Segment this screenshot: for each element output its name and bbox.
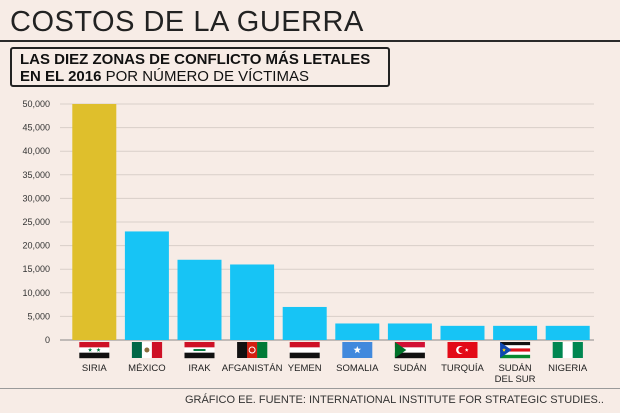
- y-tick-label: 15,000: [22, 264, 50, 274]
- subtitle-year: EN EL 2016: [20, 68, 102, 85]
- x-tick-label: SUDÁN: [393, 363, 426, 374]
- x-tick-label: SIRIA: [82, 363, 107, 374]
- y-tick-label: 35,000: [22, 170, 50, 180]
- south-sudan-flag-icon: [500, 342, 531, 359]
- y-tick-label: 5,000: [27, 311, 50, 321]
- x-tick-label: MÉXICO: [128, 363, 165, 374]
- mexico-flag-icon: [131, 342, 163, 358]
- afghanistan-flag-icon: [237, 342, 268, 358]
- bar-1: [72, 104, 117, 340]
- sudan-flag-icon: [394, 342, 425, 359]
- bar-8: [440, 325, 485, 340]
- y-tick-label: 50,000: [22, 99, 50, 109]
- subtitle-rest: POR NÚMERO DE VÍCTIMAS: [101, 68, 309, 85]
- yemen-flag-icon: [289, 342, 320, 359]
- y-tick-label: 30,000: [22, 193, 50, 203]
- footer-divider: [0, 388, 620, 389]
- syria-flag-icon: [79, 342, 110, 359]
- bar-9: [493, 325, 538, 340]
- bar-4: [230, 264, 275, 340]
- turkey-flag-icon: [447, 342, 478, 358]
- x-tick-label: AFGANISTÁN: [222, 363, 283, 374]
- bar-5: [282, 306, 327, 340]
- subtitle-box: LAS DIEZ ZONAS DE CONFLICTO MÁS LETALES …: [10, 47, 390, 87]
- title-divider: [0, 40, 620, 42]
- y-tick-label: 0: [45, 335, 50, 345]
- y-tick-label: 45,000: [22, 123, 50, 133]
- x-tick-label: SOMALIA: [336, 363, 379, 374]
- bar-3: [177, 259, 222, 340]
- y-tick-label: 20,000: [22, 241, 50, 251]
- somalia-flag-icon: [342, 342, 373, 358]
- y-tick-label: 25,000: [22, 217, 50, 227]
- x-tick-label: SUDÁN: [498, 363, 531, 374]
- page-title: COSTOS DE LA GUERRA: [10, 6, 364, 38]
- nigeria-flag-icon: [552, 342, 583, 358]
- x-tick-label: IRAK: [188, 363, 211, 374]
- source-note: GRÁFICO EE. FUENTE: INTERNATIONAL INSTIT…: [184, 394, 604, 406]
- bar-chart: 0 5,000 10,000 15,000 20,000 25,000 30,000 35,0…: [22, 99, 594, 385]
- x-tick-label: NIGERIA: [548, 363, 588, 374]
- subtitle-line-1: LAS DIEZ ZONAS DE CONFLICTO MÁS LETALES: [20, 51, 371, 68]
- y-tick-label: 10,000: [22, 288, 50, 298]
- x-tick-label: DEL SUR: [495, 374, 536, 385]
- bar-10: [545, 325, 590, 340]
- iraq-flag-icon: [184, 342, 215, 359]
- x-tick-label: TURQUÍA: [441, 363, 484, 374]
- bar-6: [335, 323, 380, 340]
- x-tick-label: YEMEN: [288, 363, 322, 374]
- subtitle-line-2: EN EL 2016 POR NÚMERO DE VÍCTIMAS: [20, 68, 380, 85]
- y-tick-label: 40,000: [22, 146, 50, 156]
- bar-7: [387, 323, 432, 340]
- bar-2: [124, 231, 169, 340]
